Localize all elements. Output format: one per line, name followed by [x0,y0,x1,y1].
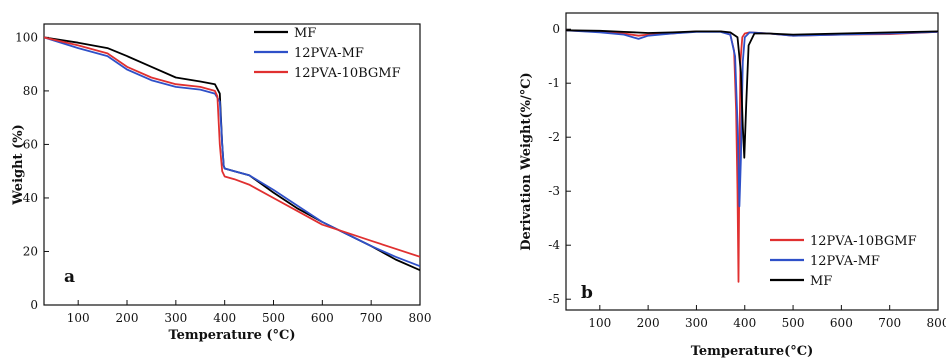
x-tick-label: 500 [262,311,285,325]
y-tick-label: 80 [23,84,38,98]
y-tick-label: 20 [23,244,38,258]
legend-label: 12PVA-MF [294,46,364,61]
panel-b: 100 200 300 400 500 600 700 800 0 -1 -2 -3 -4 -5 Tempe… [519,12,946,359]
series-line-mf [566,29,938,159]
series-line-12pva-10bgmf [44,36,420,258]
y-tick-label: 100 [15,30,38,44]
y-tick-label: 60 [23,137,38,151]
plot-frame [43,23,421,306]
x-tick-label: 700 [360,311,383,325]
x-tick-label: 600 [311,311,334,325]
series-line-12pva-mf [566,29,938,208]
x-tick-label: 800 [409,311,432,325]
x-tick-label: 500 [782,316,805,330]
x-tick-label: 300 [685,316,708,330]
legend-label: MF [294,26,316,41]
y-tick-label: -4 [548,238,560,252]
legend-label: 12PVA-10BGMF [810,234,917,249]
x-tick-label: 800 [927,316,946,330]
x-tick-label: 100 [67,311,90,325]
legend-label: 12PVA-10BGMF [294,66,401,81]
legend-label: 12PVA-MF [810,254,880,269]
panel-label: a [64,267,75,287]
x-tick-label: 300 [164,311,187,325]
x-tick-label: 100 [588,316,611,330]
plot-frame [565,12,939,311]
y-tick-label: -3 [548,184,560,198]
x-tick-label: 600 [830,316,853,330]
x-tick-label: 400 [213,311,236,325]
x-tick-label: 700 [878,316,901,330]
x-tick-label: 400 [733,316,756,330]
panel-a: 100 200 300 400 500 600 700 800 0 20 40 60 80 100 Temp… [11,23,432,343]
x-axis-title: Temperature(°C) [691,344,814,359]
legend-label: MF [810,274,832,289]
y-axis-title: Derivation Weight(%/°C) [519,72,534,250]
y-tick-label: 0 [552,22,560,36]
y-axis-title: Weight (%) [11,124,26,205]
y-tick-label: -2 [548,130,560,144]
x-tick-label: 200 [116,311,139,325]
y-tick-label: -5 [548,292,560,306]
x-axis-title: Temperature (°C) [168,328,295,343]
x-tick-label: 200 [637,316,660,330]
y-tick-label: 40 [23,191,38,205]
y-tick-label: 0 [30,298,38,312]
y-tick-label: -1 [548,76,560,90]
panel-label: b [581,283,593,303]
